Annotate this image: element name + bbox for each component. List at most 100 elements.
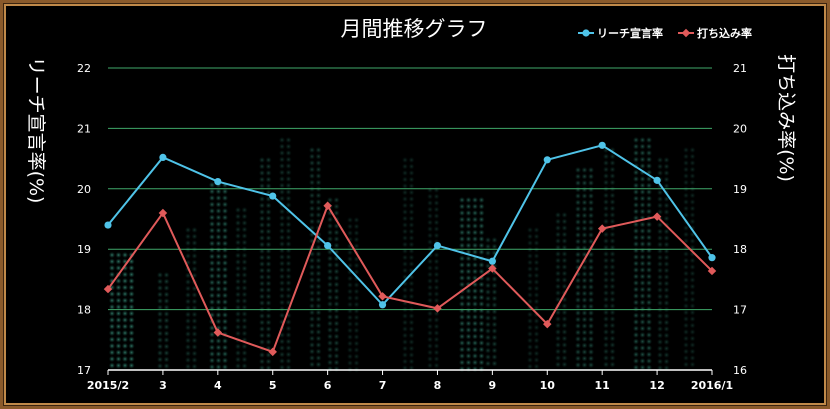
decor-dot: [184, 291, 192, 299]
decor-dot: [639, 305, 646, 313]
decor-dot: [656, 332, 664, 339]
decor-dot: [221, 207, 229, 215]
decor-dot: [346, 249, 354, 256]
decor-dot: [401, 215, 409, 222]
decor-dot: [689, 263, 696, 271]
decor-dot: [234, 239, 242, 246]
decor-dot: [639, 325, 646, 332]
decor-dot: [326, 300, 334, 308]
decor-dot: [315, 315, 322, 323]
decor-dot: [285, 201, 292, 209]
decor-dot: [682, 179, 690, 186]
decor-dot: [108, 303, 116, 311]
decor-dot: [632, 136, 640, 144]
decor-dot: [574, 277, 582, 284]
decor-dot: [285, 162, 292, 170]
decor-dot: [278, 182, 286, 189]
decor-dot: [333, 274, 340, 282]
decor-dot: [639, 247, 646, 254]
decor-column: [401, 156, 415, 372]
decor-dot: [533, 363, 540, 370]
decor-dot: [574, 342, 582, 349]
decor-dot: [574, 192, 582, 200]
decor-dot: [587, 355, 595, 362]
y-right-tick-label: 19: [733, 183, 747, 196]
decor-dot: [639, 279, 646, 287]
decor-dot: [156, 310, 164, 318]
decor-dot: [645, 318, 653, 326]
decor-dot: [285, 136, 292, 144]
decor-dot: [484, 236, 492, 244]
decor-dot: [265, 221, 272, 229]
decor-dot: [587, 342, 595, 349]
decor-dot: [258, 241, 266, 248]
decor-dot: [265, 299, 272, 307]
decor-dot: [234, 297, 242, 305]
decor-dot: [656, 319, 664, 326]
decor-dot: [632, 234, 640, 241]
decor-dot: [353, 346, 360, 354]
data-point: [214, 177, 222, 186]
decor-dot: [408, 293, 415, 300]
decor-dot: [645, 234, 653, 241]
decor-dot: [108, 362, 116, 369]
decor-dot: [326, 216, 334, 223]
decor-dot: [561, 309, 568, 316]
decor-dot: [689, 159, 696, 167]
decor-dot: [285, 364, 292, 371]
decor-dot: [645, 279, 653, 287]
decor-column: [234, 206, 248, 370]
decor-dot: [121, 277, 129, 285]
decor-dot: [632, 351, 640, 358]
decor-dot: [478, 307, 485, 314]
decor-dot: [208, 331, 216, 338]
decor-dot: [561, 322, 568, 329]
decor-dot: [278, 227, 286, 235]
decor-dot: [265, 228, 272, 235]
decor-dot: [682, 315, 690, 323]
decor-dot: [426, 212, 434, 220]
decor-dot: [689, 302, 696, 310]
decor-dot: [458, 294, 466, 301]
decor-dot: [426, 355, 434, 363]
decor-dot: [471, 196, 479, 204]
decor-dot: [471, 242, 479, 249]
decor-dot: [208, 337, 216, 345]
decor-dot: [656, 189, 664, 196]
data-point: [653, 176, 661, 184]
decor-dot: [346, 359, 354, 367]
decor-dot: [258, 351, 266, 359]
decor-dot: [326, 352, 334, 360]
decor-dot: [581, 264, 588, 271]
data-point: [708, 254, 716, 262]
decor-dot: [581, 277, 588, 284]
decor-dot: [221, 298, 229, 306]
decor-dot: [478, 313, 485, 321]
decor-dot: [465, 261, 472, 269]
decor-dot: [326, 313, 334, 321]
decor-dot: [278, 240, 286, 248]
decor-dot: [221, 201, 229, 208]
decor-dot: [285, 175, 292, 183]
decor-dot: [574, 355, 582, 362]
decor-dot: [208, 181, 216, 189]
decor-dot: [526, 298, 534, 305]
decor-dot: [265, 254, 272, 261]
decor-dot: [308, 309, 316, 316]
decor-dot: [458, 281, 466, 288]
decor-dot: [639, 175, 646, 183]
decor-dot: [208, 188, 216, 195]
decor-dot: [215, 363, 222, 371]
decor-dot: [433, 186, 440, 194]
data-point: [158, 208, 168, 218]
decor-dot: [315, 257, 322, 264]
decor-dot: [308, 172, 316, 180]
decor-dot: [184, 337, 192, 344]
decor-dot: [215, 207, 222, 215]
decor-dot: [645, 188, 653, 196]
decor-dot: [241, 206, 248, 214]
y-left-tick-label: 17: [77, 364, 91, 377]
decor-dot: [285, 240, 292, 248]
decor-dot: [408, 351, 415, 359]
decor-dot: [478, 294, 485, 301]
